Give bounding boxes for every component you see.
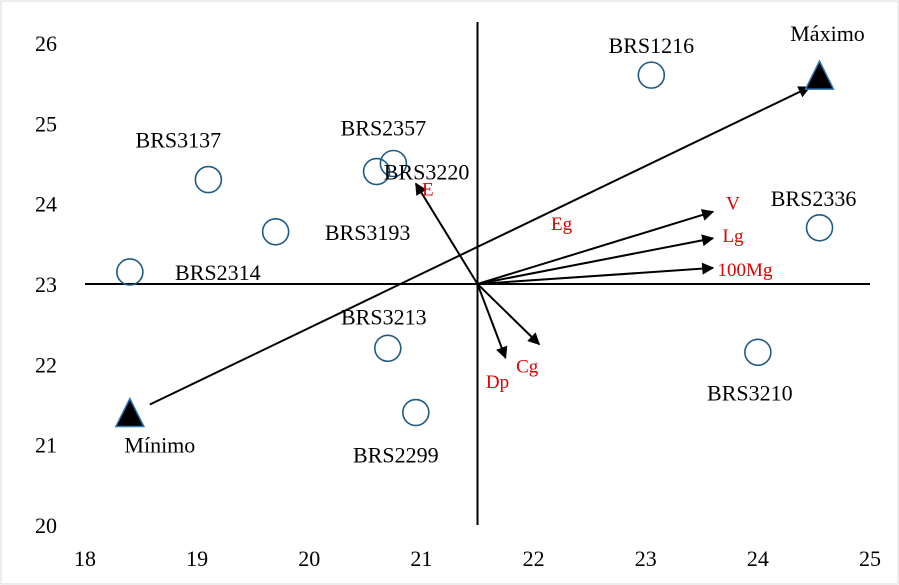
- vector-arrow: [477, 262, 715, 285]
- ideotype-axis-arrow: [149, 86, 811, 406]
- ideotype-marker: [114, 396, 146, 428]
- y-tick-label: 24: [35, 192, 57, 217]
- genotype-label: BRS3193: [325, 220, 411, 245]
- genotype-label: BRS3213: [341, 304, 427, 329]
- vector-arrow: [476, 283, 541, 346]
- x-tick-label: 24: [747, 546, 769, 571]
- genotype-marker: [362, 157, 391, 186]
- x-tick-label: 20: [298, 546, 320, 571]
- x-tick-label: 23: [635, 546, 657, 571]
- genotype-label: BRS2336: [771, 186, 857, 211]
- y-tick-label: 20: [35, 513, 57, 538]
- variable-vectors: E Eg V Lg 100Mg Dp Cg: [414, 180, 773, 393]
- x-tick-label: 25: [859, 546, 881, 571]
- genotype-marker: [379, 149, 408, 178]
- y-tick-label: 22: [35, 352, 57, 377]
- genotype-marker: [744, 338, 772, 367]
- genotype-marker: [402, 398, 430, 427]
- genotype-label: BRS1216: [609, 33, 695, 58]
- ideotype-points: Máximo Mínimo: [114, 21, 865, 458]
- vector-label: Eg: [551, 214, 573, 235]
- vector-arrow: [477, 209, 715, 285]
- vector-arrow: [477, 234, 715, 285]
- vector-label: Lg: [722, 226, 744, 247]
- x-tick-label: 18: [74, 546, 96, 571]
- genotype-marker: [805, 213, 834, 242]
- vector-label: 100Mg: [718, 260, 773, 281]
- genotype-label: BRS2314: [175, 260, 261, 285]
- genotype-label: BRS3210: [707, 380, 793, 405]
- genotype-marker: [261, 217, 290, 246]
- genotype-marker: [116, 258, 144, 286]
- y-tick-label: 25: [35, 111, 57, 136]
- vector-label: Dp: [486, 372, 509, 393]
- x-tick-label: 21: [410, 546, 432, 571]
- x-tick-label: 19: [186, 546, 208, 571]
- vector-arrow: [476, 283, 508, 360]
- genotype-label: BRS3220: [384, 160, 470, 185]
- vector-arrow: [414, 182, 479, 285]
- x-tick-label: 22: [523, 546, 545, 571]
- genotype-marker: [637, 61, 666, 89]
- genotype-points: BRS1216 BRS2357 BRS3137 BRS3220 BRS3193 BRS23…: [116, 33, 857, 468]
- ideotype-label: Mínimo: [124, 433, 195, 458]
- vector-label: E: [422, 180, 434, 201]
- y-tick-label: 26: [35, 31, 57, 56]
- ideotype-marker: [804, 59, 835, 90]
- y-tick-label: 23: [35, 272, 57, 297]
- ideotype-label: Máximo: [790, 21, 865, 46]
- genotype-marker: [373, 334, 402, 363]
- tick-labels: 18 19 20 21 22 23 24 25 20 21 22 23 24 25 26: [35, 31, 881, 571]
- genotype-label: BRS3137: [136, 128, 222, 153]
- vector-label: V: [726, 194, 740, 215]
- genotype-label: BRS2357: [341, 116, 427, 141]
- genotype-label: BRS2299: [353, 443, 439, 468]
- genotype-marker: [194, 165, 223, 194]
- y-tick-label: 21: [35, 433, 57, 458]
- vector-label: Cg: [516, 356, 539, 377]
